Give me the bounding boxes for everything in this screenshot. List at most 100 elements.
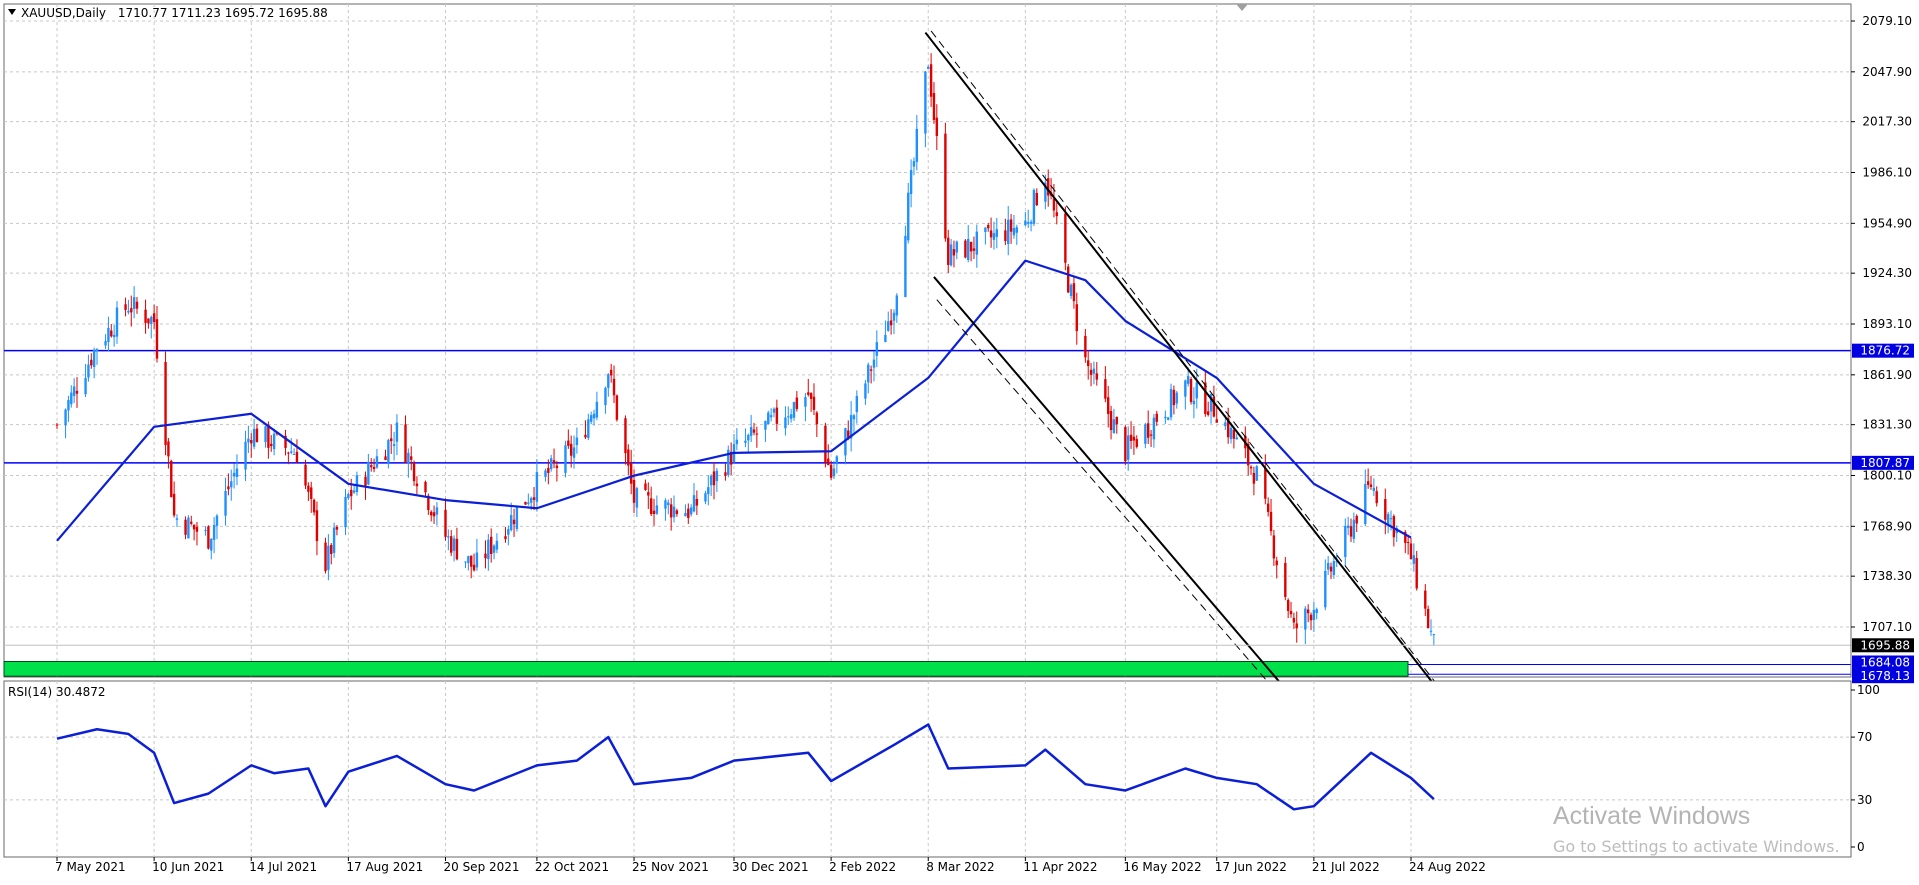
- price-tag-bg: [1852, 669, 1914, 684]
- candle-body: [949, 244, 953, 266]
- trend-channel[interactable]: [924, 30, 1449, 700]
- candle-body: [627, 449, 630, 466]
- candle-body: [372, 466, 376, 470]
- rsi-pane[interactable]: RSI(14) 30.4872: [3, 680, 1852, 858]
- candle-body: [1084, 335, 1087, 358]
- price-axis[interactable]: 2079.10 2047.90 2017.30 1986.10 1954.90 1924.…: [1850, 4, 1912, 677]
- horizontal-levels[interactable]: [4, 349, 1851, 464]
- candle-body: [1132, 436, 1136, 441]
- watermark-subtitle: Go to Settings to activate Windows.: [1553, 837, 1840, 856]
- channel-line-dashed[interactable]: [930, 30, 1449, 700]
- support-zone: [3, 661, 1851, 677]
- candle-body: [1384, 499, 1387, 520]
- channel-line[interactable]: [933, 276, 1295, 700]
- candle-body: [1404, 531, 1407, 543]
- candle-body: [655, 505, 659, 514]
- candle-body: [335, 526, 339, 530]
- candle-body: [575, 437, 579, 445]
- candle-body: [924, 71, 927, 134]
- candle-body: [869, 369, 873, 371]
- candle-body: [1129, 434, 1133, 442]
- candle-body: [1075, 304, 1078, 332]
- price-pane[interactable]: XAUUSD,Daily 1710.77 1711.23 1695.72 169…: [3, 3, 1852, 700]
- candle-body: [524, 501, 527, 505]
- candle-body: [804, 397, 807, 407]
- time-tick-label: 24 Aug 2022: [1409, 860, 1486, 874]
- candle-body: [1249, 466, 1253, 469]
- candle-body: [390, 438, 393, 442]
- candle-body: [1289, 610, 1293, 615]
- time-axis[interactable]: 7 May 2021 10 Jun 2021 14 Jul 2021 17 Aug 2…: [55, 857, 1486, 874]
- candle-body: [1146, 423, 1150, 438]
- channel-line-dashed[interactable]: [936, 299, 1283, 700]
- candle-body: [315, 510, 319, 542]
- candle-body: [207, 526, 210, 549]
- candle-body: [632, 479, 636, 503]
- candle-body: [707, 487, 710, 495]
- candle-body: [352, 490, 356, 493]
- candle-body: [290, 451, 293, 453]
- candle-body: [430, 511, 433, 516]
- candle-body: [1135, 439, 1138, 447]
- candle-body: [827, 458, 830, 466]
- candle-body: [1212, 397, 1216, 417]
- candle-body: [324, 542, 327, 572]
- candle-body: [230, 481, 233, 488]
- candle-body: [412, 462, 416, 482]
- candle-body: [1092, 368, 1096, 374]
- candle-body: [475, 552, 479, 568]
- candle-body: [147, 318, 150, 324]
- candle-body: [1164, 416, 1167, 419]
- candle-body: [704, 493, 707, 502]
- candle-body: [772, 408, 776, 413]
- candle-body: [435, 507, 439, 515]
- candle-body: [1304, 608, 1307, 630]
- candle-body: [1409, 543, 1413, 560]
- candle-body: [304, 464, 307, 486]
- candle-body: [195, 526, 199, 532]
- candle-body: [1206, 411, 1210, 415]
- candle-body: [1064, 213, 1067, 263]
- candle-body: [410, 456, 413, 460]
- candle-body: [227, 486, 230, 490]
- candle-body: [972, 248, 976, 251]
- candle-body: [247, 438, 250, 443]
- candle-body: [1104, 379, 1107, 399]
- channel-line[interactable]: [924, 31, 1447, 700]
- price-tag-label: 1807.87: [1860, 456, 1910, 470]
- candle-body: [187, 517, 190, 539]
- price-tick-label: 1986.10: [1862, 166, 1912, 180]
- triangle-down-icon[interactable]: [8, 9, 16, 15]
- candle-body: [872, 359, 876, 368]
- candle-body: [807, 392, 810, 395]
- candle-body: [855, 395, 859, 413]
- candle-body: [415, 483, 419, 487]
- candle-body: [832, 468, 836, 477]
- chart-shift-marker-icon[interactable]: [1236, 4, 1248, 11]
- candle-body: [912, 161, 916, 167]
- candle-body: [1124, 427, 1127, 462]
- candle-body: [572, 447, 576, 458]
- candle-body: [689, 507, 693, 515]
- candle-body: [564, 445, 567, 473]
- candle-body: [150, 316, 153, 324]
- rsi-axis[interactable]: 100 70 30 0: [1850, 681, 1880, 857]
- candle-body: [509, 514, 513, 531]
- candle-body: [1366, 481, 1370, 485]
- price-tag-bg: [1852, 455, 1914, 470]
- candle-body: [1112, 419, 1116, 434]
- candle-body: [635, 488, 639, 508]
- candle-body: [1429, 630, 1433, 632]
- candle-body: [135, 301, 139, 309]
- candle-body: [535, 472, 539, 502]
- candle-body: [132, 297, 136, 309]
- candle-body: [875, 342, 879, 356]
- rsi-series-line: [56, 723, 1435, 811]
- candle-body: [1412, 555, 1416, 564]
- price-tick-label: 1893.10: [1862, 317, 1912, 331]
- candle-body: [567, 440, 570, 446]
- price-tick-label: 1800.10: [1862, 469, 1912, 483]
- candle-body: [684, 513, 687, 517]
